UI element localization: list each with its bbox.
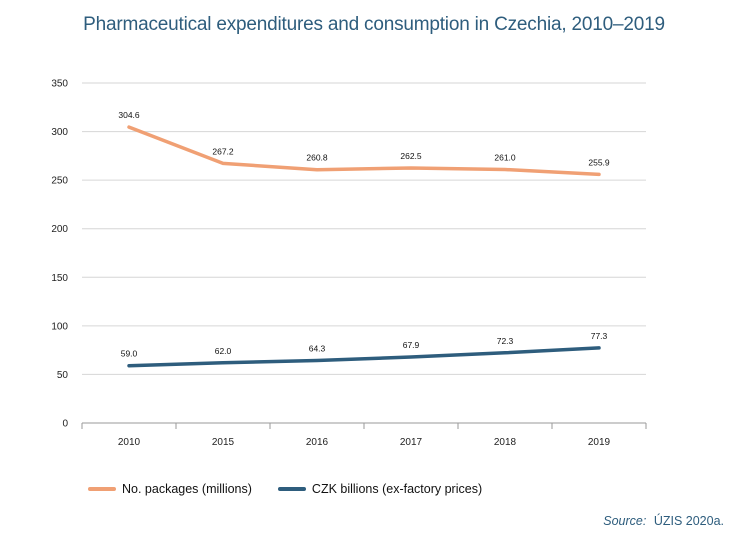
y-tick-label-350: 350 xyxy=(51,79,68,90)
x-tick-label-2018: 2018 xyxy=(494,437,517,448)
legend-swatch-packages xyxy=(88,487,116,491)
data-label-packages-2019: 255.9 xyxy=(588,157,610,167)
data-label-czk-2015: 62.0 xyxy=(215,346,232,356)
x-tick-label-2016: 2016 xyxy=(306,437,329,448)
data-labels: 304.6 267.2 260.8 262.5 261.0 255.9 59.0 62.0 64… xyxy=(118,110,610,359)
y-tick-label-200: 200 xyxy=(51,224,68,235)
data-label-packages-2010: 304.6 xyxy=(118,110,140,120)
legend: No. packages (millions) CZK billions (ex… xyxy=(88,482,482,496)
y-tick-label-300: 300 xyxy=(51,127,68,138)
series-line-czk xyxy=(127,346,601,368)
data-label-czk-2018: 72.3 xyxy=(497,336,514,346)
x-tick-label-2019: 2019 xyxy=(588,437,611,448)
chart-title: Pharmaceutical expenditures and consumpt… xyxy=(83,14,665,35)
gridlines xyxy=(82,82,646,375)
data-label-czk-2019: 77.3 xyxy=(591,331,608,341)
x-tick-label-2017: 2017 xyxy=(400,437,423,448)
data-label-czk-2010: 59.0 xyxy=(121,349,138,359)
y-tick-label-0: 0 xyxy=(62,419,68,430)
axes: 0 50 100 150 200 250 300 350 2010 2015 2016 2017 201… xyxy=(51,79,647,448)
data-label-packages-2015: 267.2 xyxy=(212,146,234,156)
data-label-czk-2017: 67.9 xyxy=(403,340,420,350)
series-lines xyxy=(127,125,601,368)
data-label-czk-2016: 64.3 xyxy=(309,344,326,354)
legend-item-czk: CZK billions (ex-factory prices) xyxy=(277,482,483,496)
legend-item-packages: No. packages (millions) xyxy=(88,482,252,496)
source-label: Source: xyxy=(603,514,647,528)
source-note: Source: ÚZIS 2020a. xyxy=(603,514,724,528)
series-line-packages xyxy=(127,125,601,177)
x-tick-label-2015: 2015 xyxy=(212,437,235,448)
data-label-packages-2016: 260.8 xyxy=(306,153,328,163)
legend-label-czk: CZK billions (ex-factory prices) xyxy=(311,482,483,496)
y-tick-label-50: 50 xyxy=(57,370,69,381)
legend-swatch-czk xyxy=(277,487,306,491)
y-tick-label-150: 150 xyxy=(51,273,68,284)
data-label-packages-2017: 262.5 xyxy=(400,151,422,161)
y-tick-label-250: 250 xyxy=(51,176,68,187)
legend-label-packages: No. packages (millions) xyxy=(122,482,252,496)
data-label-packages-2018: 261.0 xyxy=(494,152,516,162)
y-tick-label-100: 100 xyxy=(51,321,68,332)
x-tick-label-2010: 2010 xyxy=(118,437,141,448)
source-text: ÚZIS 2020a. xyxy=(653,514,724,528)
